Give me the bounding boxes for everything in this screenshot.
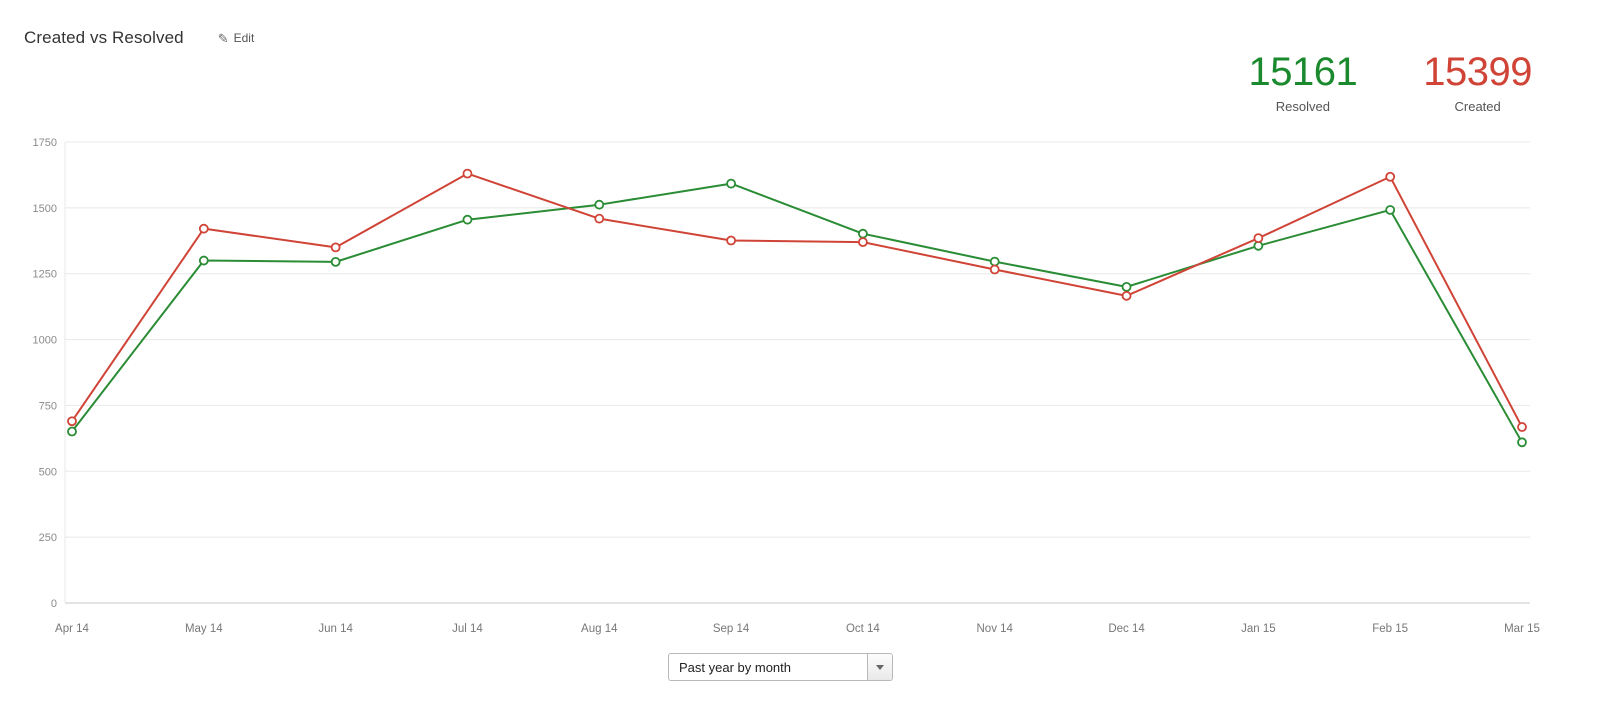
resolved-stat: 15161 Resolved (1249, 52, 1358, 114)
resolved-label: Resolved (1275, 99, 1330, 114)
edit-button[interactable]: ✎ Edit (218, 31, 255, 45)
svg-text:500: 500 (39, 466, 57, 478)
pencil-icon: ✎ (217, 30, 229, 46)
svg-text:Aug 14: Aug 14 (581, 623, 618, 635)
svg-text:Sep 14: Sep 14 (713, 623, 750, 635)
edit-button-label: Edit (233, 31, 255, 45)
created-label: Created (1454, 99, 1501, 114)
svg-text:1750: 1750 (33, 137, 57, 149)
svg-text:Apr 14: Apr 14 (55, 623, 89, 635)
period-select[interactable]: Past year by month (668, 653, 893, 681)
svg-text:Jul 14: Jul 14 (452, 623, 483, 635)
svg-text:Nov 14: Nov 14 (977, 623, 1014, 635)
period-select-value: Past year by month (679, 659, 791, 675)
chart-area: 0 250 500 750 1000 1250 1500 1750 Apr 14 May 14 Ju… (0, 130, 1600, 650)
svg-text:750: 750 (39, 400, 57, 412)
summary-stats: 15161 Resolved 15399 Created (1249, 52, 1533, 114)
svg-text:1500: 1500 (33, 203, 57, 215)
svg-text:Jan 15: Jan 15 (1241, 623, 1276, 635)
svg-text:Feb 15: Feb 15 (1372, 623, 1408, 635)
created-count: 15399 (1423, 50, 1532, 94)
svg-text:1250: 1250 (33, 269, 57, 281)
svg-text:Jun 14: Jun 14 (318, 623, 353, 635)
svg-text:250: 250 (39, 532, 57, 544)
svg-text:Mar 15: Mar 15 (1504, 623, 1540, 635)
resolved-count: 15161 (1248, 50, 1358, 94)
svg-text:0: 0 (51, 598, 57, 610)
gadget-header: Created vs Resolved ✎ Edit (24, 28, 254, 48)
created-stat: 15399 Created (1423, 52, 1532, 114)
chevron-down-icon (876, 664, 884, 670)
svg-text:May 14: May 14 (185, 623, 223, 635)
period-select-caret-box[interactable] (867, 654, 892, 680)
svg-text:Dec 14: Dec 14 (1108, 623, 1145, 635)
page-title: Created vs Resolved (24, 28, 184, 47)
svg-text:1000: 1000 (33, 335, 57, 347)
svg-text:Oct 14: Oct 14 (846, 623, 880, 635)
created-vs-resolved-chart: 0 250 500 750 1000 1250 1500 1750 Apr 14 May 14 Ju… (33, 137, 1540, 635)
